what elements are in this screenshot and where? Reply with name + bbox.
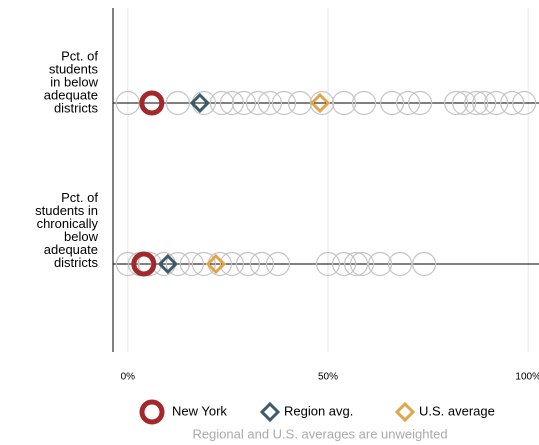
legend-marker bbox=[259, 401, 281, 423]
legend-marker bbox=[139, 399, 165, 425]
state-dot bbox=[331, 90, 357, 116]
legend-label: U.S. average bbox=[419, 403, 495, 418]
legend-marker bbox=[394, 401, 416, 423]
state-dot bbox=[257, 90, 283, 116]
state-dot bbox=[367, 251, 393, 277]
state-dot bbox=[395, 90, 421, 116]
state-dot bbox=[387, 251, 413, 277]
state-dot bbox=[219, 90, 245, 116]
category-label: below bbox=[64, 229, 99, 244]
state-dot bbox=[179, 251, 204, 277]
category-label: districts bbox=[54, 100, 99, 115]
state-dot bbox=[235, 251, 261, 277]
state-dot bbox=[219, 251, 245, 277]
state-dot bbox=[165, 90, 190, 116]
note: Regional and U.S. averages are unweighte… bbox=[192, 426, 447, 441]
state-dot bbox=[452, 90, 477, 116]
series-diamond bbox=[157, 253, 178, 275]
state-dot bbox=[500, 90, 525, 116]
x-tick-label: 0% bbox=[121, 372, 136, 383]
x-tick-label: 50% bbox=[318, 372, 338, 383]
state-dot bbox=[351, 90, 377, 116]
series-diamond bbox=[309, 92, 331, 114]
state-dot bbox=[315, 251, 341, 277]
category-label: students in bbox=[35, 203, 98, 218]
state-dot bbox=[231, 90, 257, 116]
state-dot bbox=[512, 90, 537, 116]
x-tick-label: 100% bbox=[515, 372, 539, 383]
legend-label: Region avg. bbox=[284, 403, 353, 418]
state-dot bbox=[343, 251, 369, 277]
state-dot bbox=[115, 251, 140, 277]
category-label: students bbox=[49, 61, 99, 76]
category-label: districts bbox=[54, 255, 99, 270]
category-label: adequate bbox=[44, 87, 98, 102]
legend-label: New York bbox=[172, 403, 227, 418]
series-diamond bbox=[205, 253, 227, 275]
state-dot bbox=[245, 90, 271, 116]
state-dot bbox=[191, 251, 216, 277]
series-dot bbox=[131, 251, 157, 277]
category-label: Pct. of bbox=[61, 48, 98, 63]
category-label: in below bbox=[50, 74, 98, 89]
category-label: chronically bbox=[37, 216, 99, 231]
state-dot bbox=[209, 90, 235, 116]
state-dot bbox=[444, 90, 469, 116]
category-label: adequate bbox=[44, 242, 98, 257]
state-dot bbox=[271, 90, 297, 116]
state-dot bbox=[331, 251, 357, 277]
category-label: Pct. of bbox=[61, 190, 98, 205]
state-dot bbox=[464, 90, 489, 116]
state-dot bbox=[115, 90, 140, 116]
state-dot bbox=[349, 251, 375, 277]
series-dot bbox=[139, 90, 165, 116]
state-dot bbox=[484, 90, 509, 116]
state-dot bbox=[249, 251, 275, 277]
state-dot bbox=[265, 251, 291, 277]
state-dot bbox=[407, 90, 433, 116]
state-dot bbox=[379, 90, 405, 116]
series-diamond bbox=[189, 92, 211, 114]
state-dot bbox=[472, 90, 497, 116]
state-dot bbox=[411, 251, 437, 277]
state-dot bbox=[165, 251, 190, 277]
